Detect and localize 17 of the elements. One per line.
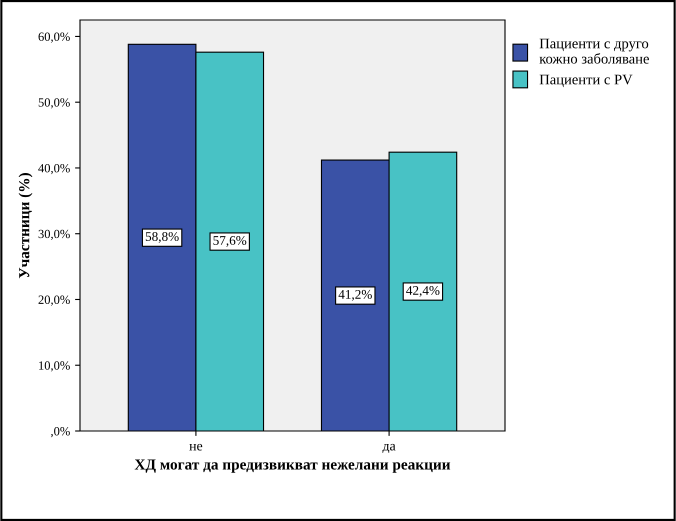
legend-label: Пациенти с PV: [540, 74, 633, 88]
y-tick-label: 10,0%: [39, 361, 70, 372]
y-tick-label: 30,0%: [38, 230, 70, 240]
data-label: 57,6%: [213, 236, 246, 247]
y-tick-label: 60,0%: [38, 32, 70, 43]
data-label: 42,4%: [406, 286, 440, 297]
x-tick-label: да: [382, 444, 396, 454]
y-axis-title: Участници (%): [18, 173, 32, 278]
y-tick-label: 40,0%: [38, 164, 70, 174]
legend-label: Пациенти с друго кожно заболяване: [539, 38, 649, 64]
y-tick-label: 20,0%: [38, 296, 70, 306]
x-axis-title: ХД могат да предизвикват нежелани реакции: [134, 459, 450, 473]
data-label: 41,2%: [338, 290, 372, 301]
data-label: 58,8%: [146, 232, 179, 243]
y-tick-label: 50,0%: [38, 98, 70, 108]
y-tick-label: ,0%: [50, 427, 70, 438]
x-tick-label: не: [189, 444, 202, 450]
